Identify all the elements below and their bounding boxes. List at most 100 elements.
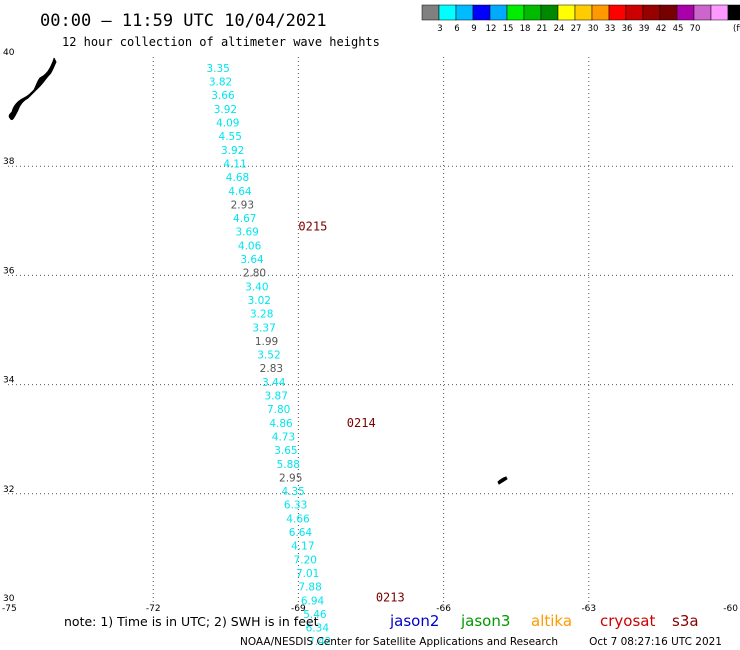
colorbar-swatch [727, 4, 740, 21]
satellite-legend-item: s3a [672, 612, 699, 630]
colorbar-swatch [574, 4, 593, 21]
colorbar-label: 39 [639, 24, 650, 34]
y-tick-label: 36 [3, 266, 15, 276]
map-subtitle: 12 hour collection of altimeter wave hei… [62, 35, 380, 49]
swh-value: 7.01 [296, 568, 319, 580]
colorbar-label: 42 [656, 24, 667, 34]
swh-value: 4.66 [286, 513, 310, 525]
swh-value: 4.67 [233, 213, 256, 225]
swh-value: 1.99 [255, 336, 278, 348]
swh-value: 3.52 [257, 350, 280, 362]
swh-value: 7.80 [267, 404, 290, 416]
swh-value: 3.82 [209, 77, 232, 89]
swh-value: 3.02 [248, 295, 271, 307]
colorbar-swatch [421, 4, 440, 21]
swh-value: 2.93 [231, 199, 254, 211]
colorbar-swatch [676, 4, 695, 21]
swh-value: 7.88 [298, 582, 321, 594]
colorbar-swatch [489, 4, 508, 21]
swh-value: 3.92 [221, 145, 244, 157]
colorbar-swatch [710, 4, 729, 21]
swh-value: 4.55 [219, 131, 242, 143]
colorbar-label: 36 [622, 24, 633, 34]
plot-area: 3.353.823.663.924.094.553.924.114.684.64… [2, 48, 738, 648]
pass-time-labels: 0215 0214 0213 [298, 219, 404, 604]
colorbar-label: 18 [520, 24, 531, 34]
colorbar-swatch [693, 4, 712, 21]
colorbar-label: 27 [571, 24, 582, 34]
x-tick-label: -63 [581, 604, 596, 614]
swh-value: 5.88 [277, 459, 300, 471]
colorbar-swatch [608, 4, 627, 21]
pass-time-label: 0215 [298, 219, 327, 233]
swh-value: 4.17 [291, 541, 314, 553]
map-title: 00:00 – 11:59 UTC 10/04/2021 [40, 11, 327, 31]
colorbar-swatch [540, 4, 559, 21]
swh-value: 2.80 [243, 268, 266, 280]
swh-value: 7.20 [294, 554, 317, 566]
observation-labels: 3.353.823.663.924.094.553.924.114.684.64… [206, 63, 331, 648]
swh-value: 4.86 [269, 418, 293, 430]
y-tick-label: 32 [3, 485, 14, 495]
axis-ticks: -75 -72 -69 -66 -63 -60 30 32 34 36 38 40 [2, 48, 738, 614]
coastline [8, 57, 508, 485]
north-america-coastline [8, 57, 57, 121]
swh-value: 4.11 [223, 158, 246, 170]
colorbar-label: 30 [588, 24, 599, 34]
colorbar-label: 15 [503, 24, 514, 34]
colorbar-swatch [625, 4, 644, 21]
y-tick-label: 34 [3, 376, 15, 386]
colorbar-label: 33 [605, 24, 616, 34]
swh-value: 3.44 [262, 377, 286, 389]
swh-value: 6.33 [284, 500, 307, 512]
colorbar-swatch [557, 4, 576, 21]
x-tick-label: -60 [723, 604, 738, 614]
colorbar-swatch [506, 4, 525, 21]
swh-value: 7.42 [308, 636, 331, 648]
swh-value: 2.83 [260, 363, 283, 375]
swh-value: 4.68 [226, 172, 249, 184]
satellite-legend-item: jason3 [460, 612, 510, 630]
colorbar-label: 9 [471, 24, 476, 34]
units-note: note: 1) Time is in UTC; 2) SWH is in fe… [64, 614, 319, 629]
colorbar-unit: (ft) [733, 24, 740, 34]
satellite-legend: jason2 jason3 altika cryosat s3a [389, 612, 699, 630]
swh-value: 6.94 [301, 595, 325, 607]
y-tick-label: 40 [3, 48, 15, 58]
swh-value: 3.40 [245, 281, 268, 293]
swh-value: 3.28 [250, 309, 273, 321]
colorbar-swatch [438, 4, 457, 21]
swh-value: 3.37 [252, 322, 275, 334]
footer-credit: NOAA/NESDIS Center for Satellite Applica… [240, 636, 558, 648]
colorbar-swatch [455, 4, 474, 21]
swh-value: 3.35 [206, 63, 229, 75]
satellite-legend-item: jason2 [389, 612, 439, 630]
colorbar-swatch [523, 4, 542, 21]
x-tick-label: -66 [436, 604, 451, 614]
colorbar-label: 12 [486, 24, 497, 34]
colorbar-swatch [472, 4, 491, 21]
x-tick-label: -75 [2, 604, 17, 614]
swh-value: 4.35 [281, 486, 304, 498]
swh-value: 4.09 [216, 118, 239, 130]
satellite-legend-item: cryosat [600, 612, 655, 630]
swh-value: 3.65 [274, 445, 297, 457]
swh-value: 4.73 [272, 431, 295, 443]
swh-value: 4.06 [238, 240, 262, 252]
swh-value: 6.64 [289, 527, 313, 539]
swh-value: 3.92 [214, 104, 237, 116]
colorbar-swatch [642, 4, 661, 21]
footer-timestamp: Oct 7 08:27:16 UTC 2021 [589, 636, 722, 648]
pass-time-label: 0213 [376, 591, 405, 605]
swh-value: 3.66 [211, 90, 235, 102]
colorbar-label: 6 [454, 24, 459, 34]
satellite-legend-item: altika [531, 612, 572, 630]
colorbar-label: 21 [537, 24, 548, 34]
swh-value: 2.95 [279, 472, 302, 484]
island-outline [497, 476, 508, 485]
swh-value: 3.87 [265, 391, 288, 403]
colorbar-label: 24 [554, 24, 565, 34]
y-tick-label: 38 [3, 157, 15, 167]
x-tick-label: -69 [291, 604, 306, 614]
